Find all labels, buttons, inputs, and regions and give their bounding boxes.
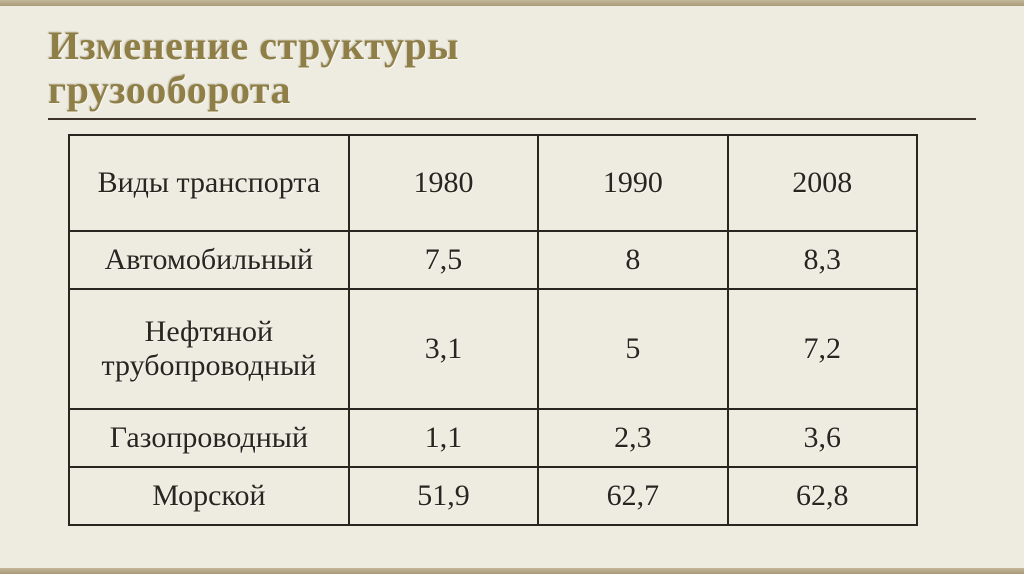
table-row: Морской 51,9 62,7 62,8 [69,467,917,525]
data-table: Виды транспорта 1980 1990 2008 Автомобил… [68,134,918,526]
slide-bottom-border [0,568,1024,574]
row-label: Автомобильный [69,231,349,289]
cell: 8,3 [728,231,917,289]
cell: 62,7 [538,467,727,525]
header-year-1980: 1980 [349,135,538,231]
cell: 1,1 [349,409,538,467]
cell: 7,5 [349,231,538,289]
table-row: Газопроводный 1,1 2,3 3,6 [69,409,917,467]
cell: 3,6 [728,409,917,467]
cell: 62,8 [728,467,917,525]
table-row: Нефтяной трубопроводный 3,1 5 7,2 [69,289,917,409]
header-transport-type: Виды транспорта [69,135,349,231]
table-row: Автомобильный 7,5 8 8,3 [69,231,917,289]
header-year-1990: 1990 [538,135,727,231]
cell: 2,3 [538,409,727,467]
table-header-row: Виды транспорта 1980 1990 2008 [69,135,917,231]
row-label: Газопроводный [69,409,349,467]
cell: 51,9 [349,467,538,525]
cell: 5 [538,289,727,409]
row-label: Морской [69,467,349,525]
header-year-2008: 2008 [728,135,917,231]
cell: 8 [538,231,727,289]
title-line-1: Изменение структуры [48,24,976,68]
cell: 3,1 [349,289,538,409]
cell: 7,2 [728,289,917,409]
slide-content: Изменение структуры грузооборота Виды тр… [0,0,1024,550]
row-label: Нефтяной трубопроводный [69,289,349,409]
title-block: Изменение структуры грузооборота [48,24,976,120]
title-underline [48,118,976,120]
title-line-2: грузооборота [48,68,976,112]
slide-top-border [0,0,1024,6]
